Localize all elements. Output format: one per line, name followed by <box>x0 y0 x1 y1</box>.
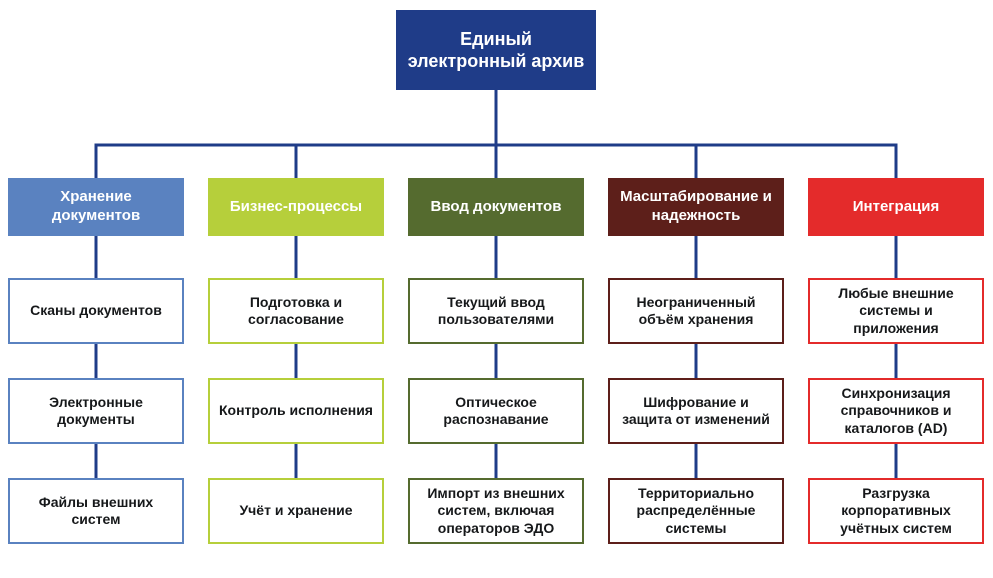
category-node: Масштабирование и надежность <box>608 178 784 236</box>
leaf-label: Сканы документов <box>30 302 162 320</box>
leaf-label: Шифрование и защита от изменений <box>618 394 774 429</box>
category-label: Интеграция <box>853 198 939 217</box>
leaf-node: Любые внешние системы и приложения <box>808 278 984 344</box>
leaf-label: Оптическое распознавание <box>418 394 574 429</box>
category-node: Бизнес-процессы <box>208 178 384 236</box>
leaf-node: Оптическое распознавание <box>408 378 584 444</box>
leaf-label: Импорт из внешних систем, включая операт… <box>418 485 574 538</box>
leaf-node: Синхронизация справочников и каталогов (… <box>808 378 984 444</box>
leaf-label: Файлы внешних систем <box>18 494 174 529</box>
category-label: Хранение документов <box>16 188 176 226</box>
leaf-node: Неограниченный объём хранения <box>608 278 784 344</box>
leaf-node: Текущий ввод пользователями <box>408 278 584 344</box>
leaf-label: Неограниченный объём хранения <box>618 294 774 329</box>
leaf-label: Синхронизация справочников и каталогов (… <box>818 385 974 438</box>
leaf-node: Территориально распределённые системы <box>608 478 784 544</box>
category-node: Ввод документов <box>408 178 584 236</box>
leaf-node: Шифрование и защита от изменений <box>608 378 784 444</box>
leaf-node: Электронные документы <box>8 378 184 444</box>
leaf-label: Электронные документы <box>18 394 174 429</box>
leaf-label: Разгрузка корпоративных учётных систем <box>818 485 974 538</box>
leaf-node: Импорт из внешних систем, включая операт… <box>408 478 584 544</box>
root-label: Единый электронный архив <box>404 28 588 73</box>
root-node: Единый электронный архив <box>396 10 596 90</box>
category-node: Интеграция <box>808 178 984 236</box>
leaf-node: Подготовка и согласование <box>208 278 384 344</box>
leaf-node: Учёт и хранение <box>208 478 384 544</box>
leaf-label: Любые внешние системы и приложения <box>818 285 974 338</box>
leaf-label: Территориально распределённые системы <box>618 485 774 538</box>
leaf-label: Подготовка и согласование <box>218 294 374 329</box>
leaf-label: Учёт и хранение <box>239 502 352 520</box>
category-node: Хранение документов <box>8 178 184 236</box>
leaf-node: Контроль исполнения <box>208 378 384 444</box>
category-label: Масштабирование и надежность <box>616 188 776 226</box>
category-label: Ввод документов <box>431 198 562 217</box>
leaf-label: Контроль исполнения <box>219 402 373 420</box>
leaf-node: Разгрузка корпоративных учётных систем <box>808 478 984 544</box>
leaf-node: Файлы внешних систем <box>8 478 184 544</box>
leaf-node: Сканы документов <box>8 278 184 344</box>
category-label: Бизнес-процессы <box>230 198 362 217</box>
leaf-label: Текущий ввод пользователями <box>418 294 574 329</box>
